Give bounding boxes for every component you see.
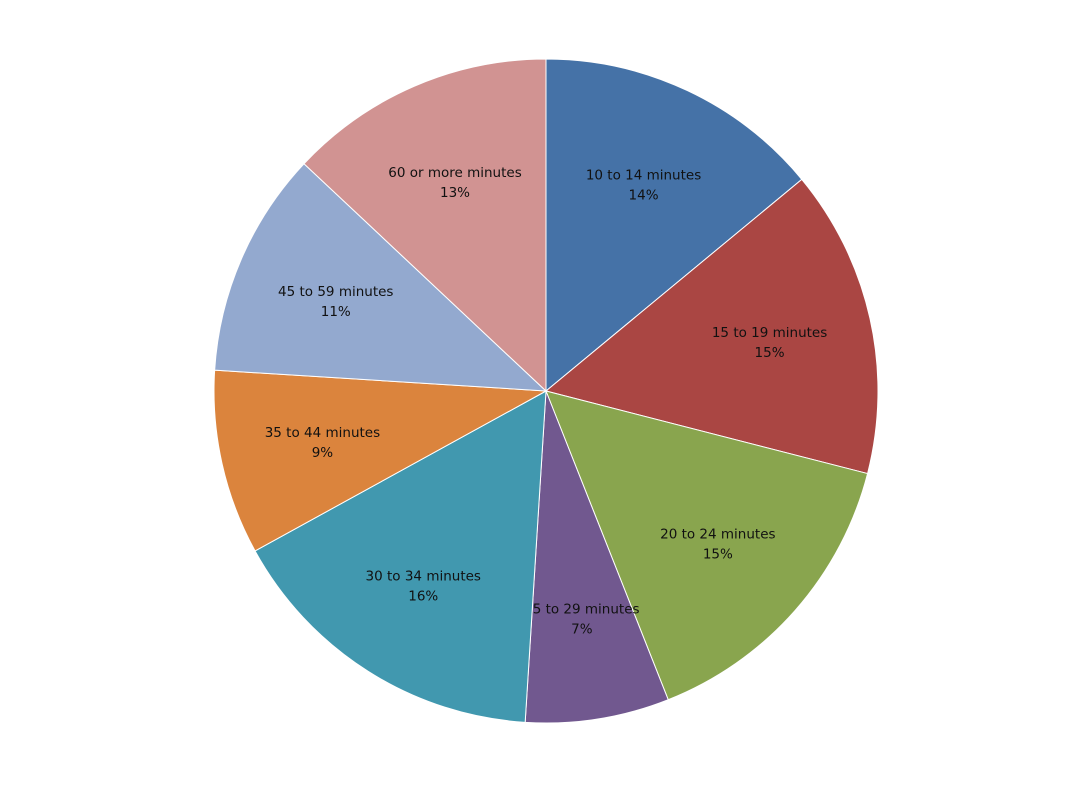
- slice-percent-label: 15%: [703, 546, 733, 562]
- slice-percent-label: 7%: [571, 621, 593, 637]
- slice-percent-label: 16%: [408, 588, 438, 604]
- slice-percent-label: 15%: [755, 345, 785, 361]
- pie-slice-20-to-24-minutes: [545, 390, 869, 701]
- slice-category-label: 25 to 29 minutes: [524, 601, 639, 617]
- slice-category-label: 45 to 59 minutes: [278, 284, 393, 300]
- slice-category-label: 10 to 14 minutes: [586, 168, 701, 184]
- slice-category-label: 15 to 19 minutes: [712, 325, 827, 341]
- slice-category-label: 35 to 44 minutes: [265, 425, 380, 441]
- slice-category-label: 60 or more minutes: [388, 165, 521, 181]
- slice-category-label: 20 to 24 minutes: [660, 526, 775, 542]
- slice-percent-label: 13%: [440, 185, 470, 201]
- pie-slice-10-to-14-minutes: [545, 58, 803, 393]
- pie-slice-60-or-more-minutes: [303, 58, 547, 393]
- pie-slice-45-to-59-minutes: [214, 163, 548, 392]
- slice-percent-label: 14%: [629, 188, 659, 204]
- slice-percent-label: 9%: [312, 445, 334, 461]
- pie-slice-35-to-44-minutes: [213, 369, 548, 552]
- slice-percent-label: 11%: [321, 304, 351, 320]
- pie-slice-25-to-29-minutes: [524, 390, 669, 724]
- slice-category-label: 30 to 34 minutes: [366, 568, 481, 584]
- pie-slice-30-to-34-minutes: [254, 390, 547, 723]
- pie-slice-15-to-19-minutes: [544, 178, 879, 475]
